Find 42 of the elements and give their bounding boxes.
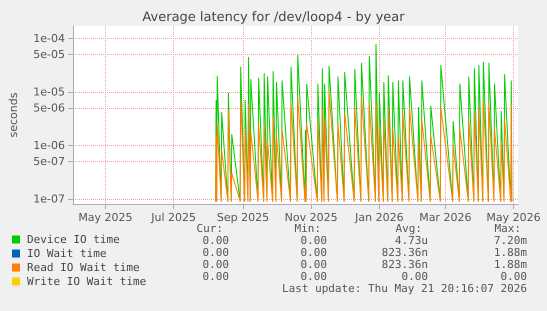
text: 0.00 bbox=[300, 246, 327, 259]
text: Last update: Thu May 21 20:16:07 2026 bbox=[282, 282, 527, 295]
text: 0.00 bbox=[402, 270, 428, 283]
text: 1.88m bbox=[494, 246, 528, 259]
x-tick-label: Sep 2025 bbox=[216, 211, 270, 224]
text: 0.00 bbox=[300, 234, 327, 247]
text: Min: bbox=[294, 222, 321, 235]
text: Avg: bbox=[396, 222, 422, 235]
text: 0.00 bbox=[202, 234, 229, 247]
x-tick-label: Jul 2025 bbox=[150, 211, 196, 224]
text: 0.00 bbox=[500, 270, 527, 283]
chart-title: Average latency for /dev/loop4 - by year bbox=[142, 10, 406, 25]
y-axis-title: seconds bbox=[7, 92, 20, 138]
text: 1.88m bbox=[494, 258, 528, 271]
y-tick-label: 1e-04 bbox=[33, 32, 65, 45]
x-tick-label: Nov 2025 bbox=[284, 211, 338, 224]
text: 0.00 bbox=[202, 258, 229, 271]
text: 0.00 bbox=[300, 270, 327, 283]
text: 823.36n bbox=[382, 258, 428, 271]
legend-label: Write IO Wait time bbox=[27, 275, 146, 288]
y-tick-label: 5e-05 bbox=[33, 48, 65, 61]
text: 0.00 bbox=[300, 258, 327, 271]
legend-label: Read IO Wait time bbox=[27, 261, 140, 274]
line-series bbox=[215, 91, 512, 202]
y-tick-label: 1e-07 bbox=[33, 192, 65, 206]
text: 4.73u bbox=[394, 234, 428, 247]
text: Cur: bbox=[196, 222, 223, 235]
text: Max: bbox=[494, 222, 521, 235]
text: 823.36n bbox=[382, 246, 428, 259]
x-tick-label: May 2026 bbox=[486, 211, 541, 224]
y-tick-label: 1e-05 bbox=[33, 85, 65, 98]
legend-label: Device IO time bbox=[27, 233, 120, 246]
x-tick-label: May 2025 bbox=[78, 211, 133, 224]
y-tick-label: 5e-06 bbox=[33, 101, 65, 114]
y-tick-label: 5e-07 bbox=[33, 154, 65, 168]
x-tick-label: Jan 2026 bbox=[354, 211, 404, 224]
text: 7.20m bbox=[494, 234, 528, 247]
y-tick-label: 1e-06 bbox=[33, 138, 65, 152]
text: 0.00 bbox=[202, 246, 229, 259]
text: 0.00 bbox=[202, 270, 229, 283]
x-tick-label: Mar 2026 bbox=[419, 211, 472, 224]
legend-label: IO Wait time bbox=[27, 247, 106, 260]
